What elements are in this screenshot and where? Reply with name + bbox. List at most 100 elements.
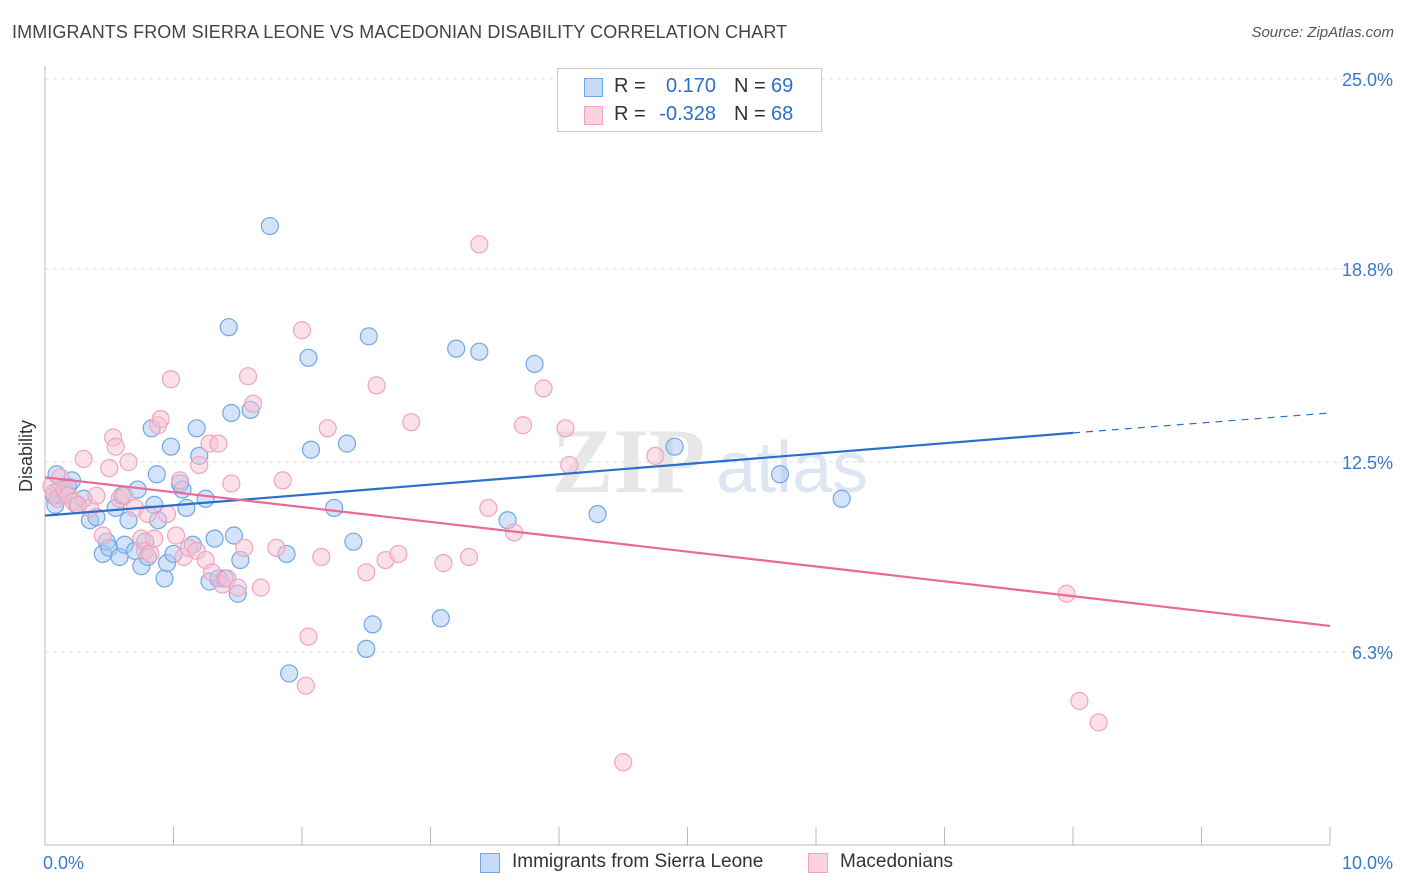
data-point — [556, 419, 575, 438]
data-point — [170, 471, 190, 490]
data-point — [299, 348, 318, 367]
data-point — [161, 437, 181, 456]
stats-row-pink: R = -0.328 N = 68 — [558, 100, 821, 130]
data-point — [325, 498, 344, 518]
n-label: N = — [734, 75, 766, 97]
data-point — [190, 455, 209, 475]
data-point — [770, 465, 790, 484]
data-point — [588, 504, 607, 524]
data-point — [166, 526, 186, 545]
r-label: R = — [614, 75, 646, 97]
data-point — [459, 547, 479, 567]
data-point — [646, 446, 665, 465]
data-point — [161, 370, 181, 389]
data-point — [344, 532, 363, 551]
data-point — [235, 538, 254, 557]
data-point — [138, 504, 157, 524]
data-point — [434, 554, 453, 573]
data-point — [337, 434, 357, 453]
chart-title: IMMIGRANTS FROM SIERRA LEONE VS MACEDONI… — [12, 22, 788, 42]
data-point — [202, 563, 222, 582]
x-tick-label: 0.0% — [43, 853, 84, 873]
data-point — [299, 627, 318, 646]
watermark-zip: ZIP — [552, 410, 705, 512]
data-point — [312, 547, 331, 567]
axes — [44, 66, 1331, 846]
data-point — [87, 486, 106, 505]
data-point — [106, 437, 125, 456]
trend-lines — [44, 412, 1331, 628]
data-point — [209, 434, 228, 453]
data-point — [251, 578, 270, 597]
series-immigrants-from-sierra-leone — [44, 216, 851, 683]
trend-line-pink — [44, 476, 1331, 628]
data-point — [367, 376, 386, 395]
data-point — [292, 321, 312, 340]
data-point — [228, 578, 247, 597]
data-point — [357, 639, 376, 659]
grid-lines — [45, 78, 1392, 653]
series-macedonians — [42, 235, 1108, 772]
data-point — [280, 664, 299, 683]
data-point — [665, 437, 684, 456]
data-point — [832, 489, 851, 508]
y-tick-label: 6.3% — [1352, 643, 1393, 663]
data-point — [196, 489, 215, 508]
n-value: 69 — [771, 75, 794, 97]
data-point — [155, 569, 174, 588]
data-point — [614, 753, 633, 772]
legend-label: Immigrants from Sierra Leone — [512, 851, 764, 872]
data-point — [1070, 691, 1089, 711]
data-point — [74, 449, 93, 469]
data-point — [177, 498, 196, 518]
r-value: -0.328 — [659, 103, 716, 125]
legend-swatch-pink — [808, 853, 828, 873]
data-point — [205, 529, 224, 548]
data-point — [359, 327, 378, 346]
data-point — [93, 526, 112, 545]
data-point — [267, 538, 286, 557]
data-point — [301, 440, 321, 459]
data-point — [479, 498, 498, 518]
data-point — [447, 339, 466, 358]
data-point — [219, 318, 238, 337]
data-point — [273, 471, 292, 490]
data-point — [363, 615, 382, 634]
data-point — [238, 367, 258, 386]
data-point — [157, 504, 177, 524]
data-point — [151, 410, 170, 429]
data-point — [560, 455, 579, 475]
stats-row-blue: R = 0.170 N = 69 — [558, 72, 821, 102]
trend-line-blue-extension — [1072, 412, 1331, 434]
legend-swatch-blue — [584, 78, 603, 97]
r-label: R = — [614, 103, 646, 125]
data-point — [119, 452, 138, 472]
y-tick-label: 18.8% — [1342, 260, 1393, 280]
data-point — [1089, 713, 1108, 732]
data-point — [534, 379, 553, 398]
data-point — [402, 413, 421, 432]
tick-labels: 6.3% 12.5% 18.8% 25.0% 0.0% 10.0% — [43, 70, 1393, 873]
data-point — [222, 474, 241, 493]
data-point — [431, 609, 450, 628]
legend-label: Macedonians — [840, 851, 954, 872]
data-point — [525, 354, 544, 374]
data-point — [470, 342, 489, 361]
data-point — [145, 529, 164, 548]
x-tick-label: 10.0% — [1342, 853, 1393, 873]
data-point — [296, 676, 315, 695]
data-point — [260, 216, 279, 236]
data-point — [222, 403, 241, 423]
data-point — [389, 544, 408, 564]
data-point — [357, 563, 376, 582]
legend-swatch-blue — [480, 853, 500, 873]
data-point — [513, 416, 533, 435]
n-label: N = — [734, 103, 766, 125]
data-point — [470, 235, 489, 254]
y-axis-label: Disability — [16, 419, 36, 493]
legend-swatch-pink — [584, 106, 603, 125]
data-point — [244, 394, 263, 413]
n-value: 68 — [771, 103, 794, 125]
r-value: 0.170 — [665, 75, 716, 97]
